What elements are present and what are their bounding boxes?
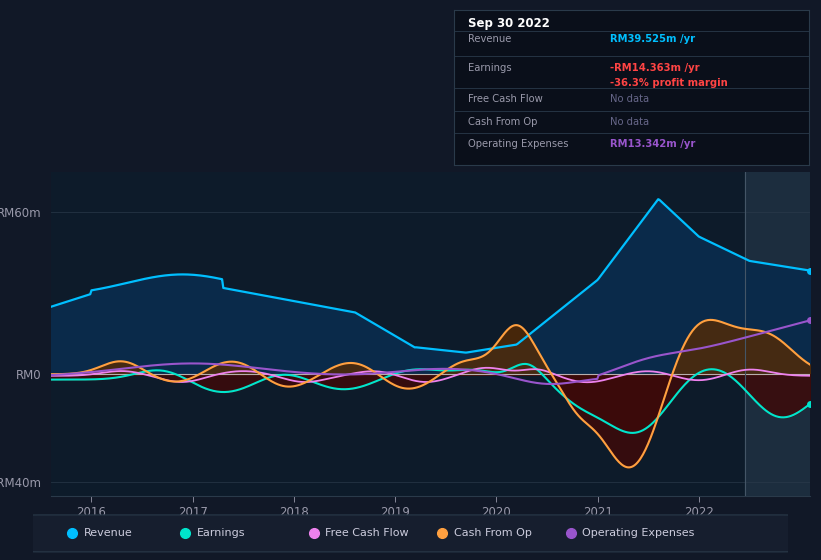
Text: Operating Expenses: Operating Expenses — [582, 528, 695, 538]
Text: No data: No data — [610, 117, 649, 127]
Text: Operating Expenses: Operating Expenses — [468, 139, 569, 149]
Text: Earnings: Earnings — [197, 528, 245, 538]
Text: Earnings: Earnings — [468, 63, 511, 73]
Text: RM39.525m /yr: RM39.525m /yr — [610, 34, 695, 44]
Text: Free Cash Flow: Free Cash Flow — [468, 95, 543, 104]
Text: -RM14.363m /yr: -RM14.363m /yr — [610, 63, 699, 73]
Text: Sep 30 2022: Sep 30 2022 — [468, 17, 550, 30]
Text: Cash From Op: Cash From Op — [468, 117, 538, 127]
Text: Revenue: Revenue — [84, 528, 132, 538]
Text: Free Cash Flow: Free Cash Flow — [325, 528, 409, 538]
FancyBboxPatch shape — [25, 515, 796, 552]
Text: Cash From Op: Cash From Op — [453, 528, 531, 538]
Text: -36.3% profit margin: -36.3% profit margin — [610, 78, 728, 88]
Bar — [745, 172, 815, 496]
Text: No data: No data — [610, 95, 649, 104]
Text: Revenue: Revenue — [468, 34, 511, 44]
Text: RM13.342m /yr: RM13.342m /yr — [610, 139, 695, 149]
